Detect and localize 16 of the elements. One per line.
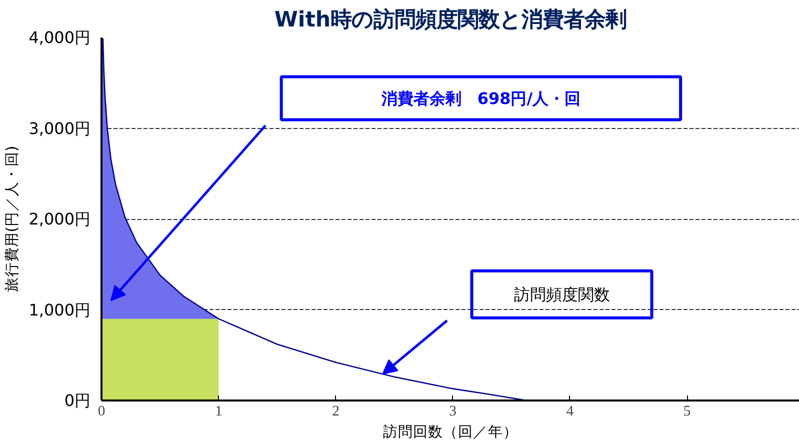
x-tick-label: 2 — [332, 404, 340, 420]
annotation: 消費者余剰 698円/人・回 — [380, 88, 581, 108]
y-axis-title: 旅行費用(円／人・回) — [4, 146, 21, 292]
x-tick-label: 4 — [566, 404, 574, 420]
x-tick-label: 3 — [449, 404, 457, 420]
annotation: 訪問頻度関数 — [514, 284, 610, 304]
y-tick-label: 3,000円 — [28, 118, 91, 138]
chart-title: With時の訪問頻度関数と消費者余剰 — [274, 8, 627, 32]
y-tick-label: 1,000円 — [28, 300, 91, 320]
x-tick-label: 0 — [98, 404, 106, 420]
y-tick-label: 0円 — [64, 391, 91, 410]
x-tick-label: 5 — [683, 404, 691, 420]
y-tick-label: 2,000円 — [28, 210, 91, 228]
x-tick-label: 1 — [214, 404, 222, 420]
y-tick-label: 4,000円 — [28, 28, 91, 47]
x-axis-title: 訪問回数（回／年） — [383, 424, 518, 440]
